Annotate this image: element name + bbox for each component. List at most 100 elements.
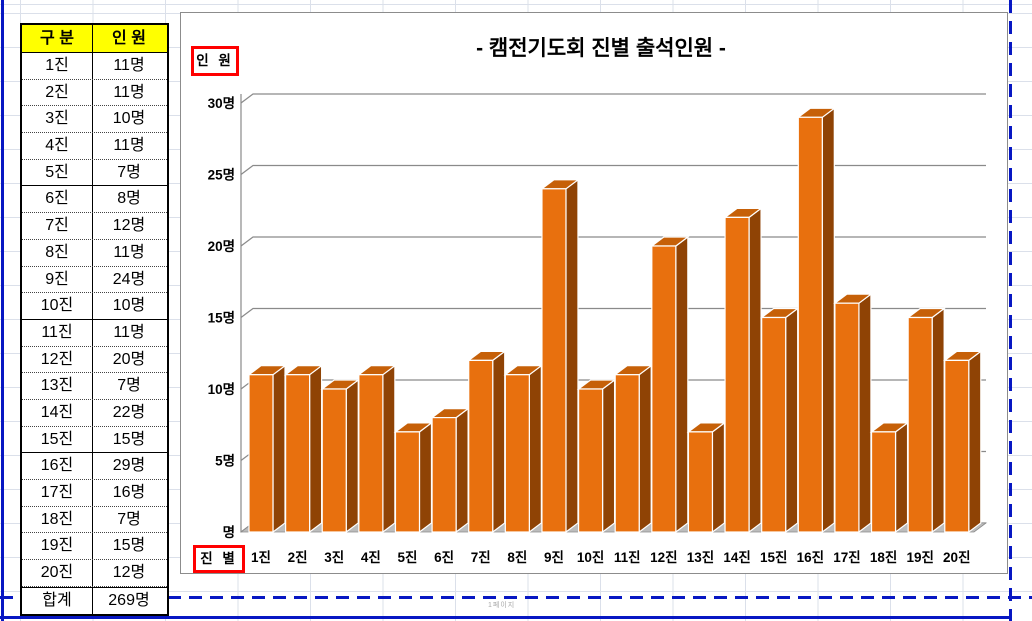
x-tick-label: 4진 <box>361 549 381 565</box>
bar-side-face[interactable] <box>931 307 945 534</box>
bar-side-face[interactable] <box>711 421 726 534</box>
chart-object[interactable]: 명 5명 10명 15명 20명 25명 30명 1진 2진 3진 4진 5진 6진 7진 8진 9진 10진 1… <box>180 12 1008 574</box>
table-header-count[interactable]: 인 원 <box>112 30 146 47</box>
bar-side-face[interactable] <box>345 378 359 534</box>
count-cell[interactable]: 15명 <box>112 537 146 555</box>
count-cell[interactable]: 12명 <box>112 217 146 235</box>
bar-side-face[interactable] <box>492 350 506 534</box>
bar-side-face[interactable] <box>675 235 689 534</box>
bar[interactable] <box>944 359 970 533</box>
category-cell[interactable]: 4진 <box>22 133 93 159</box>
x-tick-label: 13진 <box>687 549 714 565</box>
count-cell[interactable]: 11명 <box>113 243 145 261</box>
bar-side-face[interactable] <box>638 364 652 534</box>
count-cell[interactable]: 15명 <box>112 430 146 448</box>
bar[interactable] <box>358 374 384 533</box>
count-cell[interactable]: 7명 <box>117 510 141 528</box>
count-cell[interactable]: 12명 <box>112 564 146 582</box>
count-cell[interactable]: 22명 <box>112 403 146 421</box>
category-cell[interactable]: 20진 <box>22 560 93 586</box>
category-cell[interactable]: 19진 <box>22 533 93 560</box>
bar-side-face[interactable] <box>821 107 835 534</box>
page-break-line-left[interactable] <box>1 0 4 621</box>
bar-side-face[interactable] <box>858 293 872 534</box>
bar[interactable] <box>248 374 274 533</box>
x-tick-label: 5진 <box>398 549 418 565</box>
category-cell[interactable]: 5진 <box>22 159 93 186</box>
bar[interactable] <box>321 388 347 533</box>
bar-side-face[interactable] <box>601 378 616 534</box>
bar-side-face[interactable] <box>748 207 762 534</box>
bar-side-face[interactable] <box>309 364 323 534</box>
category-cell[interactable]: 6진 <box>22 186 93 213</box>
x-tick-label: 11진 <box>614 549 641 565</box>
bar[interactable] <box>541 188 567 533</box>
bar-side-face[interactable] <box>272 364 286 534</box>
x-tick-label: 17진 <box>833 549 860 565</box>
bar[interactable] <box>468 359 494 533</box>
category-cell[interactable]: 8진 <box>22 239 93 266</box>
category-cell[interactable]: 3진 <box>22 106 93 133</box>
bar[interactable] <box>761 316 787 533</box>
count-cell[interactable]: 269명 <box>108 591 150 609</box>
category-cell[interactable]: 9진 <box>22 266 93 293</box>
bar[interactable] <box>834 302 860 533</box>
bar-side-face[interactable] <box>418 421 433 534</box>
category-cell[interactable]: 16진 <box>22 453 93 479</box>
x-tick-label: 2진 <box>288 549 308 565</box>
bar-side-face[interactable] <box>785 307 799 534</box>
category-cell[interactable]: 합계 <box>22 587 93 614</box>
table-row: 17진 16명 <box>22 480 167 507</box>
bar-side-face[interactable] <box>455 407 469 534</box>
category-cell[interactable]: 17진 <box>22 480 93 506</box>
bar-side-face[interactable] <box>894 421 909 534</box>
count-cell[interactable]: 20명 <box>112 350 146 368</box>
count-cell[interactable]: 11명 <box>113 83 145 101</box>
count-cell[interactable]: 16명 <box>112 484 146 501</box>
category-cell[interactable]: 7진 <box>22 213 93 239</box>
bar[interactable] <box>504 374 530 533</box>
bar[interactable] <box>394 431 421 533</box>
bar[interactable] <box>577 388 604 533</box>
bar[interactable] <box>651 245 677 533</box>
count-cell[interactable]: 8명 <box>117 190 141 208</box>
bar[interactable] <box>797 116 823 533</box>
bar[interactable] <box>431 417 457 533</box>
category-cell[interactable]: 1진 <box>22 53 93 79</box>
bar-side-face[interactable] <box>565 178 579 534</box>
bar[interactable] <box>870 431 897 533</box>
category-cell[interactable]: 10진 <box>22 293 93 319</box>
x-tick-label: 8진 <box>507 549 527 565</box>
count-cell[interactable]: 11명 <box>113 323 145 341</box>
bar[interactable] <box>614 374 640 533</box>
bar-side-face[interactable] <box>968 350 982 534</box>
count-cell[interactable]: 11명 <box>113 57 145 74</box>
page-break-line-right[interactable] <box>1009 0 1012 621</box>
count-cell[interactable]: 7명 <box>117 163 141 181</box>
page-break-line-bottom[interactable] <box>0 596 1032 599</box>
gridline <box>240 164 986 175</box>
x-axis-label-box[interactable]: 진 별 <box>193 545 245 573</box>
count-cell[interactable]: 10명 <box>112 110 146 128</box>
count-cell[interactable]: 11명 <box>113 137 145 155</box>
category-cell[interactable]: 11진 <box>22 319 93 346</box>
bar[interactable] <box>687 431 714 533</box>
category-cell[interactable]: 18진 <box>22 506 93 533</box>
count-cell[interactable]: 24명 <box>112 270 146 288</box>
table-header-category[interactable]: 구 분 <box>22 25 93 52</box>
category-cell[interactable]: 13진 <box>22 373 93 399</box>
category-cell[interactable]: 15진 <box>22 426 93 453</box>
bar[interactable] <box>285 374 311 533</box>
category-cell[interactable]: 14진 <box>22 399 93 426</box>
y-axis-label-box[interactable]: 인 원 <box>191 46 239 76</box>
bar[interactable] <box>724 216 750 533</box>
bar-side-face[interactable] <box>528 364 542 534</box>
bar-side-face[interactable] <box>382 364 396 534</box>
count-cell[interactable]: 7명 <box>117 377 141 395</box>
bar[interactable] <box>907 316 933 533</box>
category-cell[interactable]: 12진 <box>22 346 93 373</box>
count-cell[interactable]: 29명 <box>112 457 146 475</box>
attendance-table[interactable]: 구 분 인 원 1진 11명 2진 11명 3진 10명 4진 11명 5진 7명 6진 8명 7진 12… <box>20 23 169 616</box>
count-cell[interactable]: 10명 <box>112 297 146 315</box>
category-cell[interactable]: 2진 <box>22 79 93 106</box>
